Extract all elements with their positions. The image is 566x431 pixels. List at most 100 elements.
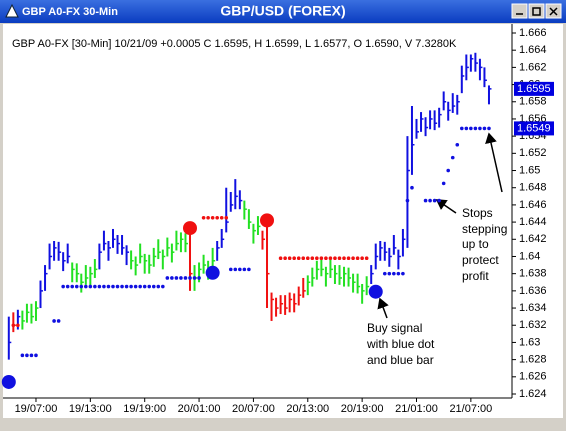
stop-dot xyxy=(210,215,215,220)
stop-dot xyxy=(25,353,29,358)
stop-dot xyxy=(392,271,396,276)
y-tick-label: 1.632 xyxy=(519,319,547,331)
signal-dot xyxy=(368,284,383,299)
arrow xyxy=(435,199,457,214)
annotation-line: with blue dot xyxy=(366,337,435,351)
stop-dot xyxy=(11,323,16,328)
maximize-button[interactable] xyxy=(528,3,545,19)
stop-dot xyxy=(129,284,133,289)
y-tick-label: 1.648 xyxy=(519,182,547,194)
stop-dot xyxy=(219,215,224,220)
stop-dot xyxy=(355,256,360,260)
stop-dot xyxy=(93,284,97,289)
stop-dot xyxy=(238,267,242,272)
stop-dot xyxy=(197,276,201,280)
annotation-line: Buy signal xyxy=(367,321,422,335)
y-tick-label: 1.624 xyxy=(519,388,547,400)
stop-dot xyxy=(106,284,111,289)
x-tick-label: 19/19:00 xyxy=(123,403,166,415)
arrow xyxy=(377,297,389,319)
stop-dot xyxy=(455,142,460,147)
stop-dot xyxy=(151,284,156,289)
minimize-button[interactable] xyxy=(511,3,528,19)
stop-dot xyxy=(342,256,346,260)
y-tick-label: 1.634 xyxy=(519,302,547,314)
stop-dot xyxy=(102,284,106,289)
x-tick-label: 20/13:00 xyxy=(286,403,329,415)
stop-dot xyxy=(287,256,292,260)
signal-dot xyxy=(205,265,220,280)
y-tick-label: 1.664 xyxy=(519,44,547,56)
y-tick-label: 1.666 xyxy=(519,27,547,39)
window-buttons xyxy=(511,3,562,19)
stop-dot xyxy=(115,284,120,289)
stop-dot xyxy=(174,276,179,280)
stop-dot xyxy=(296,256,301,260)
stop-dot xyxy=(450,155,455,160)
y-tick-label: 1.65 xyxy=(519,164,540,176)
x-tick-label: 20/07:00 xyxy=(232,403,275,415)
stop-dot xyxy=(333,256,337,260)
price-tag xyxy=(514,81,554,96)
stop-dot xyxy=(183,276,188,280)
stop-dot xyxy=(156,284,161,289)
title-bar xyxy=(0,0,566,23)
stop-dot xyxy=(192,276,197,280)
stop-dot xyxy=(292,256,296,260)
stop-dot xyxy=(242,267,247,272)
arrow xyxy=(485,132,503,193)
stop-dot xyxy=(301,256,306,260)
stop-dot xyxy=(201,215,206,220)
y-tick-label: 1.652 xyxy=(519,147,547,159)
stop-dot xyxy=(401,271,405,276)
stop-dot xyxy=(70,284,75,289)
y-tick-label: 1.646 xyxy=(519,199,547,211)
stop-dot xyxy=(124,284,129,289)
x-tick-label: 20/01:00 xyxy=(178,403,221,415)
stop-dot xyxy=(224,215,229,220)
stop-dot xyxy=(360,256,364,260)
annotation-line: and blue bar xyxy=(367,353,434,367)
stop-dot xyxy=(410,185,414,190)
price-tag-label: 1.6549 xyxy=(517,122,551,134)
stop-dot xyxy=(482,126,487,131)
y-tick-label: 1.626 xyxy=(519,371,547,383)
stop-dot xyxy=(319,256,324,260)
y-tick-label: 1.63 xyxy=(519,336,540,348)
stop-dot xyxy=(142,284,147,289)
stop-dot xyxy=(56,319,61,323)
stop-dot xyxy=(61,284,65,289)
chart-title: GBP/USD (FOREX) xyxy=(220,3,345,19)
stop-dot xyxy=(305,256,310,260)
stop-dot xyxy=(441,181,446,186)
signal-dot xyxy=(1,374,16,389)
x-tick-label: 20/19:00 xyxy=(341,403,384,415)
stop-dot xyxy=(437,198,441,203)
stop-dot xyxy=(337,256,342,260)
stop-dot xyxy=(206,215,210,220)
stop-dot xyxy=(382,271,387,276)
info-line: GBP A0-FX [30-Min] 10/21/09 +0.0005 C 1.… xyxy=(12,38,457,50)
y-tick-label: 1.64 xyxy=(519,250,540,262)
y-tick-label: 1.628 xyxy=(519,354,547,366)
y-tick-label: 1.662 xyxy=(519,61,547,73)
plot-area xyxy=(3,24,563,418)
stop-dot xyxy=(188,276,192,280)
stop-dot xyxy=(446,168,451,173)
stop-dot xyxy=(396,271,401,276)
stop-dot xyxy=(215,215,219,220)
stop-dot xyxy=(97,284,102,289)
stop-dot xyxy=(460,126,464,131)
stop-dot xyxy=(283,256,287,260)
stop-dot xyxy=(133,284,138,289)
stop-dot xyxy=(487,126,491,131)
y-tick-label: 1.642 xyxy=(519,233,547,245)
stop-dot xyxy=(138,284,142,289)
stop-dot xyxy=(88,284,93,289)
price-tag xyxy=(514,121,554,136)
app-icon xyxy=(5,3,19,18)
y-tick-label: 1.644 xyxy=(519,216,547,228)
stop-dot xyxy=(328,256,333,260)
stop-dot xyxy=(278,256,283,260)
stop-dot xyxy=(351,256,355,260)
